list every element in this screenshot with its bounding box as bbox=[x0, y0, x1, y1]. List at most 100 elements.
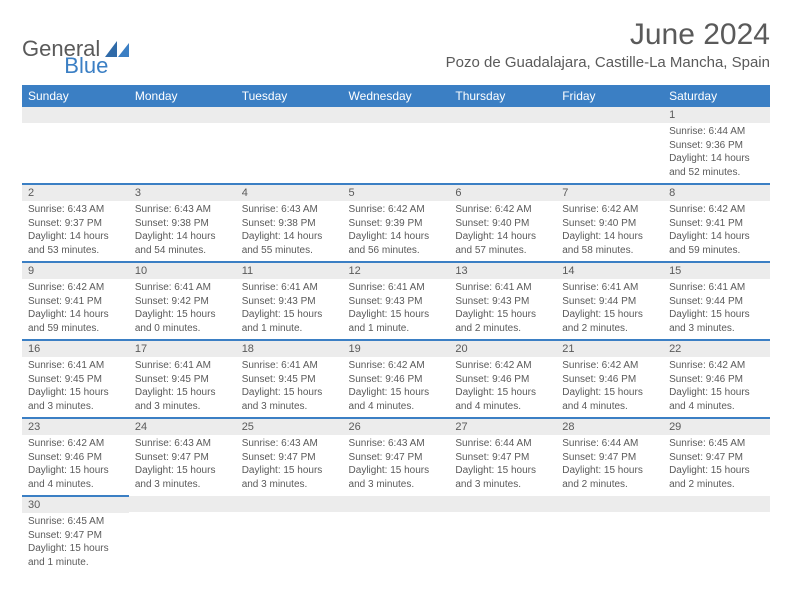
day-number: 6 bbox=[449, 185, 556, 201]
title-block: June 2024 Pozo de Guadalajara, Castille-… bbox=[446, 18, 770, 71]
day-number: 7 bbox=[556, 185, 663, 201]
calendar-cell bbox=[236, 107, 343, 184]
calendar-cell: 23Sunrise: 6:42 AMSunset: 9:46 PMDayligh… bbox=[22, 418, 129, 496]
calendar-cell: 24Sunrise: 6:43 AMSunset: 9:47 PMDayligh… bbox=[129, 418, 236, 496]
day-details: Sunrise: 6:43 AMSunset: 9:47 PMDaylight:… bbox=[343, 435, 450, 495]
day-details: Sunrise: 6:41 AMSunset: 9:45 PMDaylight:… bbox=[129, 357, 236, 417]
month-title: June 2024 bbox=[446, 18, 770, 52]
day-details: Sunrise: 6:43 AMSunset: 9:47 PMDaylight:… bbox=[129, 435, 236, 495]
day-number: 24 bbox=[129, 419, 236, 435]
day-details: Sunrise: 6:44 AMSunset: 9:36 PMDaylight:… bbox=[663, 123, 770, 183]
day-header: Thursday bbox=[449, 85, 556, 107]
calendar-cell: 20Sunrise: 6:42 AMSunset: 9:46 PMDayligh… bbox=[449, 340, 556, 418]
day-number-empty bbox=[343, 496, 450, 512]
calendar-cell: 26Sunrise: 6:43 AMSunset: 9:47 PMDayligh… bbox=[343, 418, 450, 496]
day-header-row: SundayMondayTuesdayWednesdayThursdayFrid… bbox=[22, 85, 770, 107]
calendar-cell: 2Sunrise: 6:43 AMSunset: 9:37 PMDaylight… bbox=[22, 184, 129, 262]
day-details: Sunrise: 6:42 AMSunset: 9:41 PMDaylight:… bbox=[663, 201, 770, 261]
calendar-cell: 6Sunrise: 6:42 AMSunset: 9:40 PMDaylight… bbox=[449, 184, 556, 262]
day-number: 22 bbox=[663, 341, 770, 357]
day-details: Sunrise: 6:43 AMSunset: 9:38 PMDaylight:… bbox=[236, 201, 343, 261]
day-number-empty bbox=[449, 496, 556, 512]
day-number: 15 bbox=[663, 263, 770, 279]
day-number-empty bbox=[129, 496, 236, 512]
calendar-cell: 7Sunrise: 6:42 AMSunset: 9:40 PMDaylight… bbox=[556, 184, 663, 262]
day-details: Sunrise: 6:42 AMSunset: 9:46 PMDaylight:… bbox=[22, 435, 129, 495]
day-details: Sunrise: 6:45 AMSunset: 9:47 PMDaylight:… bbox=[22, 513, 129, 573]
day-details: Sunrise: 6:41 AMSunset: 9:42 PMDaylight:… bbox=[129, 279, 236, 339]
day-number: 8 bbox=[663, 185, 770, 201]
calendar-cell: 1Sunrise: 6:44 AMSunset: 9:36 PMDaylight… bbox=[663, 107, 770, 184]
calendar-week: 23Sunrise: 6:42 AMSunset: 9:46 PMDayligh… bbox=[22, 418, 770, 496]
calendar-cell bbox=[236, 496, 343, 573]
calendar-cell: 30Sunrise: 6:45 AMSunset: 9:47 PMDayligh… bbox=[22, 496, 129, 573]
calendar-week: 2Sunrise: 6:43 AMSunset: 9:37 PMDaylight… bbox=[22, 184, 770, 262]
day-header: Sunday bbox=[22, 85, 129, 107]
day-details: Sunrise: 6:42 AMSunset: 9:46 PMDaylight:… bbox=[663, 357, 770, 417]
calendar-week: 1Sunrise: 6:44 AMSunset: 9:36 PMDaylight… bbox=[22, 107, 770, 184]
calendar-cell bbox=[449, 496, 556, 573]
day-number: 19 bbox=[343, 341, 450, 357]
day-header: Friday bbox=[556, 85, 663, 107]
day-number: 27 bbox=[449, 419, 556, 435]
day-details: Sunrise: 6:43 AMSunset: 9:37 PMDaylight:… bbox=[22, 201, 129, 261]
day-number: 4 bbox=[236, 185, 343, 201]
day-number: 23 bbox=[22, 419, 129, 435]
calendar-table: SundayMondayTuesdayWednesdayThursdayFrid… bbox=[22, 85, 770, 573]
day-number: 28 bbox=[556, 419, 663, 435]
calendar-cell: 13Sunrise: 6:41 AMSunset: 9:43 PMDayligh… bbox=[449, 262, 556, 340]
day-number: 10 bbox=[129, 263, 236, 279]
day-details: Sunrise: 6:42 AMSunset: 9:41 PMDaylight:… bbox=[22, 279, 129, 339]
day-details: Sunrise: 6:41 AMSunset: 9:45 PMDaylight:… bbox=[22, 357, 129, 417]
calendar-cell: 12Sunrise: 6:41 AMSunset: 9:43 PMDayligh… bbox=[343, 262, 450, 340]
day-details: Sunrise: 6:41 AMSunset: 9:43 PMDaylight:… bbox=[449, 279, 556, 339]
day-number: 11 bbox=[236, 263, 343, 279]
day-number: 20 bbox=[449, 341, 556, 357]
day-header: Monday bbox=[129, 85, 236, 107]
day-number: 12 bbox=[343, 263, 450, 279]
day-number-empty bbox=[236, 496, 343, 512]
calendar-week: 9Sunrise: 6:42 AMSunset: 9:41 PMDaylight… bbox=[22, 262, 770, 340]
day-details: Sunrise: 6:42 AMSunset: 9:46 PMDaylight:… bbox=[343, 357, 450, 417]
calendar-cell: 22Sunrise: 6:42 AMSunset: 9:46 PMDayligh… bbox=[663, 340, 770, 418]
day-details: Sunrise: 6:42 AMSunset: 9:40 PMDaylight:… bbox=[449, 201, 556, 261]
day-details: Sunrise: 6:41 AMSunset: 9:45 PMDaylight:… bbox=[236, 357, 343, 417]
day-details: Sunrise: 6:44 AMSunset: 9:47 PMDaylight:… bbox=[556, 435, 663, 495]
day-number: 5 bbox=[343, 185, 450, 201]
day-details: Sunrise: 6:42 AMSunset: 9:46 PMDaylight:… bbox=[556, 357, 663, 417]
day-details: Sunrise: 6:44 AMSunset: 9:47 PMDaylight:… bbox=[449, 435, 556, 495]
day-details: Sunrise: 6:41 AMSunset: 9:43 PMDaylight:… bbox=[343, 279, 450, 339]
calendar-cell: 11Sunrise: 6:41 AMSunset: 9:43 PMDayligh… bbox=[236, 262, 343, 340]
calendar-cell: 8Sunrise: 6:42 AMSunset: 9:41 PMDaylight… bbox=[663, 184, 770, 262]
calendar-cell bbox=[22, 107, 129, 184]
day-number-empty bbox=[22, 107, 129, 123]
day-number: 3 bbox=[129, 185, 236, 201]
day-details: Sunrise: 6:41 AMSunset: 9:43 PMDaylight:… bbox=[236, 279, 343, 339]
calendar-cell: 10Sunrise: 6:41 AMSunset: 9:42 PMDayligh… bbox=[129, 262, 236, 340]
calendar-cell: 27Sunrise: 6:44 AMSunset: 9:47 PMDayligh… bbox=[449, 418, 556, 496]
day-number-empty bbox=[556, 107, 663, 123]
calendar-cell bbox=[129, 107, 236, 184]
calendar-cell: 4Sunrise: 6:43 AMSunset: 9:38 PMDaylight… bbox=[236, 184, 343, 262]
day-number: 30 bbox=[22, 497, 129, 513]
day-number: 9 bbox=[22, 263, 129, 279]
day-details: Sunrise: 6:42 AMSunset: 9:46 PMDaylight:… bbox=[449, 357, 556, 417]
day-details: Sunrise: 6:42 AMSunset: 9:40 PMDaylight:… bbox=[556, 201, 663, 261]
calendar-cell bbox=[663, 496, 770, 573]
calendar-cell: 21Sunrise: 6:42 AMSunset: 9:46 PMDayligh… bbox=[556, 340, 663, 418]
day-number-empty bbox=[129, 107, 236, 123]
calendar-cell: 16Sunrise: 6:41 AMSunset: 9:45 PMDayligh… bbox=[22, 340, 129, 418]
day-number: 14 bbox=[556, 263, 663, 279]
brand-part2: Blue bbox=[64, 53, 108, 79]
day-number: 21 bbox=[556, 341, 663, 357]
calendar-cell: 15Sunrise: 6:41 AMSunset: 9:44 PMDayligh… bbox=[663, 262, 770, 340]
calendar-cell bbox=[343, 107, 450, 184]
calendar-cell bbox=[556, 107, 663, 184]
calendar-cell bbox=[449, 107, 556, 184]
calendar-cell: 28Sunrise: 6:44 AMSunset: 9:47 PMDayligh… bbox=[556, 418, 663, 496]
day-header: Saturday bbox=[663, 85, 770, 107]
calendar-cell: 14Sunrise: 6:41 AMSunset: 9:44 PMDayligh… bbox=[556, 262, 663, 340]
calendar-cell: 5Sunrise: 6:42 AMSunset: 9:39 PMDaylight… bbox=[343, 184, 450, 262]
calendar-cell bbox=[343, 496, 450, 573]
location: Pozo de Guadalajara, Castille-La Mancha,… bbox=[446, 54, 770, 71]
